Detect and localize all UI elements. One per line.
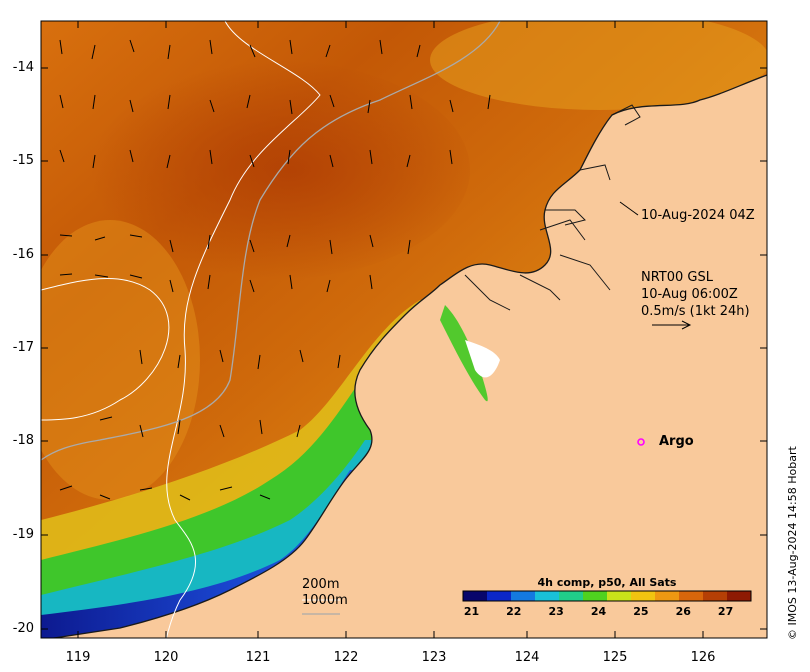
colorbar-segment [655,591,680,601]
colorbar-segment [535,591,560,601]
y-tick-label: -14 [12,60,34,75]
x-tick-label: 126 [690,650,716,665]
y-tick-label: -19 [12,527,34,542]
y-tick-label: -16 [12,247,34,262]
timestamp-leader [619,201,639,216]
x-tick-label: 123 [421,650,447,665]
x-tick-label: 120 [153,650,179,665]
map-plot-area [41,21,767,638]
x-tick-label: 119 [65,650,91,665]
y-tick-label: -18 [12,433,34,448]
argo-label: Argo [659,434,694,449]
current-time-label: 10-Aug 06:00Z [641,287,738,302]
colorbar-segment [727,591,752,601]
colorbar-segment [463,591,488,601]
colorbar-segment [631,591,656,601]
current-scale-label: 0.5m/s (1kt 24h) [641,304,750,319]
x-tick-label: 122 [333,650,359,665]
colorbar-tick-label: 21 [463,605,480,618]
king-sound [440,305,488,402]
scale-arrow-icon [652,320,692,330]
colorbar-tick-label: 25 [633,605,649,618]
king-sound-land [465,340,500,378]
colorbar-tick-label: 27 [717,605,734,618]
colorbar-segment [679,591,704,601]
colorbar-tick-label: 26 [675,605,691,618]
axis-ticks [41,21,767,638]
colorbar-segment [559,591,584,601]
timestamp-label: 10-Aug-2024 04Z [641,208,755,223]
x-tick-label: 124 [514,650,540,665]
y-tick-label: -20 [12,621,34,636]
colorbar-title: 4h comp, p50, All Sats [537,576,677,589]
x-tick-label: 121 [245,650,271,665]
plot-border [40,20,768,639]
contour-1000m [41,21,501,461]
colorbar-border [462,590,752,602]
colorbar-tick-label: 24 [590,605,607,618]
contour-200m [165,21,321,638]
x-tick-label: 125 [602,650,628,665]
colorbar-segment [703,591,728,601]
credit-text: © IMOS 13-Aug-2024 14:58 Hobart [786,446,799,640]
coastline [49,74,767,638]
depth-200-label: 200m [302,577,340,592]
y-tick-label: -15 [12,153,34,168]
argo-marker-icon [637,438,645,446]
colorbar-tick-label: 22 [506,605,522,618]
colorbar-tick-label: 23 [548,605,564,618]
colorbar [462,590,752,602]
current-arrows [59,39,491,501]
colorbar-segment [487,591,512,601]
colorbar-segment [583,591,608,601]
kimberley-land [54,75,767,638]
current-source-label: NRT00 GSL [641,270,713,285]
colorbar-segment [511,591,536,601]
depth-1000-label: 1000m [302,593,348,608]
y-tick-label: -17 [12,340,34,355]
colorbar-segment [607,591,632,601]
